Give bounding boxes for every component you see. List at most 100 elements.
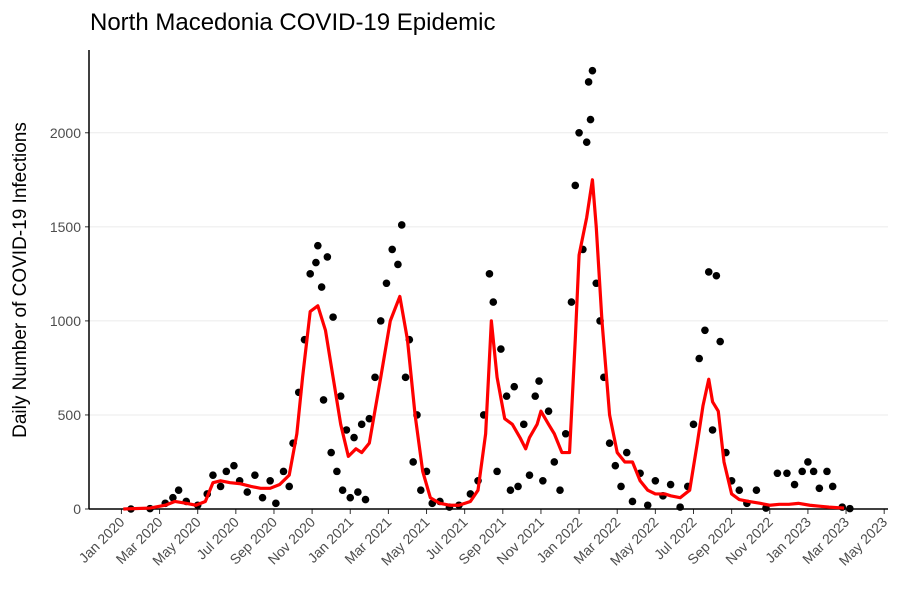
point [773, 469, 782, 478]
point [628, 497, 637, 506]
point [388, 245, 397, 254]
point [567, 298, 576, 306]
point [846, 504, 854, 513]
point [575, 128, 583, 137]
point [357, 420, 366, 429]
point [338, 486, 347, 494]
point [346, 493, 355, 502]
point [790, 480, 799, 489]
point [272, 499, 280, 508]
point [586, 115, 595, 124]
point [666, 480, 675, 489]
point [588, 66, 597, 75]
point [561, 429, 570, 438]
y-tick-label: 0 [73, 501, 81, 517]
point [312, 258, 320, 267]
y-tick-label: 2000 [50, 125, 81, 141]
point [535, 377, 543, 385]
point [493, 467, 501, 476]
point [804, 458, 812, 466]
point [716, 337, 724, 346]
point [550, 458, 559, 466]
point [216, 482, 225, 491]
point [397, 221, 406, 229]
point [285, 482, 294, 491]
point [676, 503, 684, 511]
point [506, 486, 515, 494]
point [556, 486, 564, 494]
point [222, 467, 231, 476]
point [823, 467, 831, 476]
point [510, 382, 519, 391]
point [336, 392, 345, 400]
point [815, 484, 824, 493]
point [401, 373, 410, 382]
y-tick-label: 1500 [50, 219, 81, 235]
point [317, 283, 326, 291]
point [319, 396, 328, 404]
point [417, 486, 425, 494]
point [174, 486, 183, 494]
point [617, 482, 625, 491]
point [361, 495, 370, 504]
point [371, 373, 379, 382]
point [502, 392, 511, 400]
point [489, 298, 498, 306]
point [539, 476, 547, 485]
point [354, 488, 362, 496]
point [611, 461, 620, 470]
point [376, 317, 385, 325]
point [712, 271, 721, 280]
point [701, 326, 709, 335]
point [798, 467, 806, 476]
point [695, 354, 704, 363]
point [525, 471, 534, 479]
point [571, 181, 580, 190]
point [704, 268, 713, 276]
point [266, 476, 274, 485]
point [752, 486, 761, 494]
chart-title: North Macedonia COVID-19 Epidemic [90, 9, 496, 36]
point [314, 241, 322, 250]
point [582, 138, 591, 146]
point [497, 345, 505, 353]
point [622, 448, 631, 457]
point [544, 407, 553, 415]
y-axis-label: Daily Number of COVID-19 Infections [10, 122, 31, 438]
smoothed-line [123, 178, 845, 511]
point [485, 270, 494, 278]
point [306, 270, 315, 278]
point [365, 414, 374, 423]
y-tick-label: 500 [58, 407, 82, 423]
point [828, 482, 837, 491]
point [350, 433, 358, 442]
point [531, 392, 540, 400]
point [230, 461, 238, 470]
point [519, 420, 528, 429]
point [258, 493, 267, 502]
point [327, 448, 335, 457]
point [333, 467, 341, 476]
point [329, 313, 337, 321]
point [382, 279, 391, 288]
point [689, 420, 698, 429]
point [809, 467, 818, 476]
y-tick-label: 1000 [50, 313, 81, 329]
point [279, 467, 288, 476]
point [342, 426, 351, 434]
point [323, 253, 332, 261]
point [643, 501, 652, 510]
point [783, 469, 791, 478]
point [708, 426, 717, 434]
point [735, 486, 744, 494]
point [243, 488, 252, 496]
point [409, 458, 417, 466]
point [605, 439, 614, 447]
point [251, 471, 259, 479]
point [584, 78, 593, 86]
point [169, 493, 177, 502]
point [394, 260, 402, 269]
point [209, 471, 217, 479]
